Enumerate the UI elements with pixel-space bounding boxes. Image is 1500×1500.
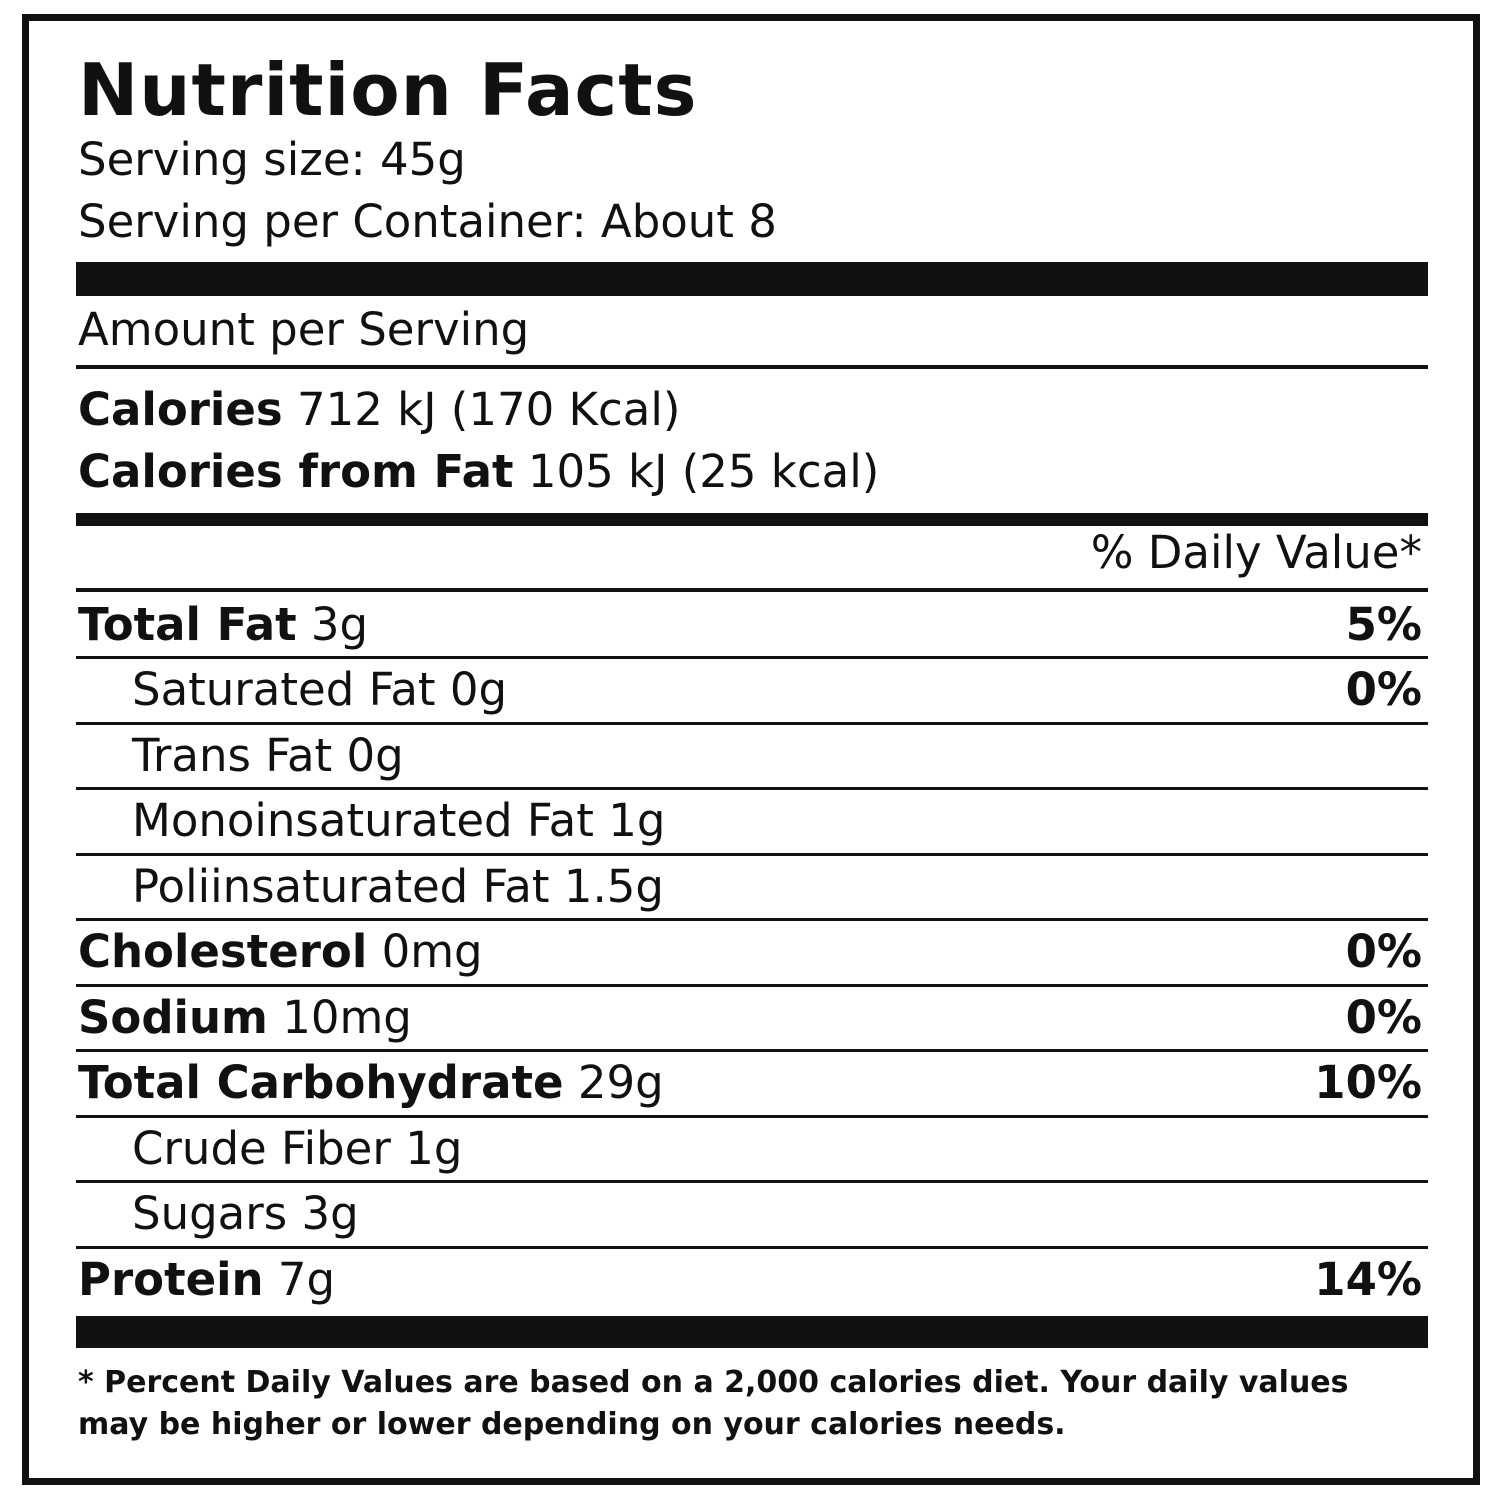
amount-per-serving: Amount per Serving xyxy=(78,303,530,356)
divider xyxy=(76,852,1428,856)
nutrient-name: Saturated Fat xyxy=(132,663,436,717)
divider xyxy=(76,1114,1428,1118)
thick-bar xyxy=(76,1316,1428,1348)
nutrient-row: Crude Fiber 1g xyxy=(132,1119,462,1179)
nutrient-row: Sugars 3g xyxy=(132,1184,359,1244)
nutrient-row: Saturated Fat 0g xyxy=(132,660,507,720)
daily-value: 14% xyxy=(1314,1252,1422,1306)
divider xyxy=(76,983,1428,987)
medium-bar xyxy=(76,513,1428,526)
footnote: * Percent Daily Values are based on a 2,… xyxy=(78,1365,1349,1442)
divider xyxy=(76,656,1428,659)
nutrient-amount: 7g xyxy=(277,1252,336,1306)
nutrient-row: Total Fat 3g xyxy=(78,595,368,655)
serving-size: Serving size: 45g xyxy=(78,133,466,186)
nutrient-name: Protein xyxy=(78,1252,264,1306)
daily-value: 5% xyxy=(1345,597,1422,651)
calories-fat-value: 105 kJ (25 kcal) xyxy=(527,445,880,498)
nutrient-name: Monoinsaturated Fat xyxy=(132,794,594,848)
calories-value: 712 kJ (170 Kcal) xyxy=(296,383,681,436)
divider xyxy=(76,1245,1428,1249)
servings-per-container: Serving per Container: About 8 xyxy=(78,195,777,248)
nutrient-amount: 0mg xyxy=(381,925,483,979)
nutrient-name: Total Fat xyxy=(78,597,297,651)
calories-row: Calories 712 kJ (170 Kcal) xyxy=(78,380,680,440)
divider xyxy=(76,588,1428,592)
nutrient-name: Poliinsaturated Fat xyxy=(132,859,550,913)
nutrient-row: Trans Fat 0g xyxy=(132,726,404,786)
daily-value: 10% xyxy=(1314,1056,1422,1110)
nutrient-name: Trans Fat xyxy=(132,728,333,782)
thick-bar xyxy=(76,262,1428,296)
nutrient-amount: 10mg xyxy=(282,990,412,1044)
nutrient-amount: 3g xyxy=(301,1187,359,1241)
nutrient-amount: 1.5g xyxy=(563,859,664,913)
daily-value: 0% xyxy=(1345,663,1422,717)
calories-label: Calories xyxy=(78,383,283,436)
nutrient-name: Total Carbohydrate xyxy=(78,1056,564,1110)
divider xyxy=(76,918,1428,921)
nutrient-amount: 29g xyxy=(577,1056,664,1110)
nutrient-amount: 0g xyxy=(346,728,404,782)
nutrient-amount: 0g xyxy=(449,663,508,717)
divider xyxy=(76,365,1428,369)
divider xyxy=(76,1180,1428,1183)
nutrient-name: Sugars xyxy=(132,1187,288,1241)
nutrient-row: Cholesterol 0mg xyxy=(78,922,483,982)
calories-fat-row: Calories from Fat 105 kJ (25 kcal) xyxy=(78,442,879,502)
nutrient-name: Sodium xyxy=(78,990,268,1044)
nutrient-name: Cholesterol xyxy=(78,925,368,979)
nutrient-name: Crude Fiber xyxy=(132,1121,391,1175)
title: Nutrition Facts xyxy=(78,48,698,132)
nutrient-row: Protein 7g xyxy=(78,1250,335,1310)
divider xyxy=(76,1049,1428,1052)
nutrient-row: Monoinsaturated Fat 1g xyxy=(132,791,665,851)
nutrient-amount: 1g xyxy=(608,794,666,848)
daily-value: 0% xyxy=(1345,990,1422,1044)
divider xyxy=(76,721,1428,725)
nutrient-row: Sodium 10mg xyxy=(78,988,412,1048)
nutrient-row: Poliinsaturated Fat 1.5g xyxy=(132,857,664,917)
label-frame xyxy=(22,14,1480,1485)
nutrient-amount: 3g xyxy=(310,597,369,651)
nutrient-amount: 1g xyxy=(405,1121,463,1175)
divider xyxy=(76,787,1428,790)
calories-fat-label: Calories from Fat xyxy=(78,445,514,498)
daily-value-header: % Daily Value* xyxy=(1090,526,1422,579)
nutrient-row: Total Carbohydrate 29g xyxy=(78,1053,664,1113)
daily-value: 0% xyxy=(1345,925,1422,979)
